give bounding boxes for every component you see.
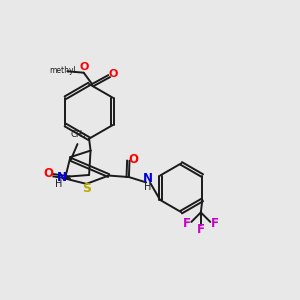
Text: O: O	[129, 153, 139, 166]
Text: H: H	[55, 178, 62, 189]
Text: N: N	[142, 172, 153, 185]
Text: O: O	[79, 62, 88, 72]
Text: O: O	[44, 167, 54, 180]
Text: CH₃: CH₃	[70, 130, 86, 139]
Text: N: N	[56, 170, 66, 184]
Text: methyl: methyl	[50, 66, 76, 75]
Text: H: H	[144, 182, 151, 192]
Text: F: F	[197, 223, 205, 236]
Text: O: O	[108, 69, 118, 79]
Text: F: F	[183, 217, 191, 230]
Text: S: S	[82, 182, 91, 195]
Text: F: F	[211, 217, 218, 230]
